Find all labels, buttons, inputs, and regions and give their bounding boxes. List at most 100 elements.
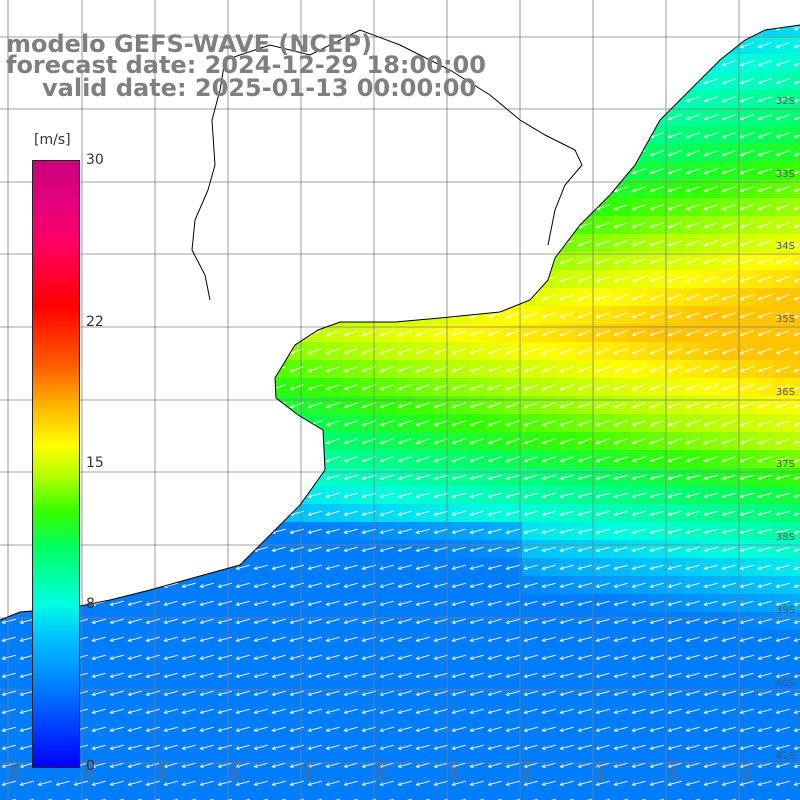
wind-arrow bbox=[631, 708, 646, 715]
wind-arrow bbox=[793, 78, 800, 85]
wind-arrow bbox=[775, 186, 790, 193]
wind-arrow bbox=[523, 546, 538, 553]
wind-arrow bbox=[1, 636, 16, 643]
latitude-label: 38S bbox=[776, 532, 795, 543]
wind-arrow bbox=[649, 186, 664, 193]
wind-arrow bbox=[667, 348, 682, 355]
wind-arrow bbox=[631, 780, 646, 787]
wind-arrow bbox=[775, 582, 790, 589]
wind-arrow bbox=[307, 528, 322, 535]
wind-arrow bbox=[775, 636, 790, 643]
wind-arrow bbox=[793, 150, 800, 157]
wind-arrow bbox=[739, 384, 754, 391]
wind-arrow bbox=[721, 564, 736, 571]
wind-arrow bbox=[271, 654, 286, 661]
longitude-labels: 60W 59W 58W 57W 56W 55W 54W 53W 52W 51W 50W bbox=[9, 760, 750, 780]
wind-cell bbox=[72, 792, 91, 800]
wind-arrow bbox=[613, 366, 628, 373]
wind-arrow bbox=[217, 672, 232, 679]
wind-cell bbox=[792, 792, 800, 800]
wind-arrow bbox=[1, 762, 16, 769]
wind-arrow bbox=[127, 780, 142, 787]
wind-arrow bbox=[685, 780, 700, 787]
wind-arrow bbox=[361, 384, 376, 391]
wind-arrow bbox=[685, 168, 700, 175]
wind-arrow bbox=[469, 474, 484, 481]
wind-arrow bbox=[757, 168, 772, 175]
wind-arrow bbox=[559, 276, 574, 283]
wind-arrow bbox=[757, 564, 772, 571]
wind-arrow bbox=[487, 456, 502, 463]
wind-arrow bbox=[199, 744, 214, 751]
wind-arrow bbox=[649, 528, 664, 535]
wind-arrow bbox=[289, 618, 304, 625]
wind-arrow bbox=[181, 762, 196, 769]
wind-arrow bbox=[181, 654, 196, 661]
wind-arrow bbox=[343, 456, 358, 463]
wind-arrow bbox=[775, 150, 790, 157]
wind-arrow bbox=[523, 744, 538, 751]
wind-arrow bbox=[775, 366, 790, 373]
wind-arrow bbox=[739, 114, 754, 121]
wind-arrow bbox=[631, 726, 646, 733]
wind-arrow bbox=[613, 330, 628, 337]
wind-arrow bbox=[793, 708, 800, 715]
wind-arrow bbox=[703, 582, 718, 589]
wind-arrow bbox=[613, 348, 628, 355]
wind-arrow bbox=[523, 420, 538, 427]
wind-arrow bbox=[487, 690, 502, 697]
wind-arrow bbox=[199, 780, 214, 787]
wind-arrow bbox=[217, 690, 232, 697]
wind-arrow bbox=[289, 726, 304, 733]
wind-arrow bbox=[703, 564, 718, 571]
wind-arrow bbox=[577, 258, 592, 265]
wind-arrow bbox=[793, 96, 800, 103]
wind-arrow bbox=[595, 348, 610, 355]
wind-arrow bbox=[433, 600, 448, 607]
wind-arrow bbox=[649, 762, 664, 769]
wind-arrow bbox=[631, 294, 646, 301]
wind-arrow bbox=[289, 708, 304, 715]
wind-arrow bbox=[361, 618, 376, 625]
wind-arrow bbox=[793, 114, 800, 121]
wind-arrow bbox=[523, 708, 538, 715]
wind-arrow bbox=[613, 294, 628, 301]
uruguay-brazil-border bbox=[224, 29, 583, 246]
wind-arrow bbox=[523, 600, 538, 607]
wind-arrow bbox=[703, 690, 718, 697]
wind-arrow bbox=[415, 636, 430, 643]
wind-arrow bbox=[361, 726, 376, 733]
wind-arrow bbox=[703, 636, 718, 643]
wind-arrow bbox=[451, 546, 466, 553]
wind-arrow bbox=[181, 672, 196, 679]
wind-arrow bbox=[487, 672, 502, 679]
wind-arrow bbox=[649, 258, 664, 265]
wind-arrow bbox=[649, 564, 664, 571]
wind-arrow bbox=[415, 726, 430, 733]
wind-arrow bbox=[739, 528, 754, 535]
wind-arrow bbox=[145, 744, 160, 751]
wind-arrow bbox=[307, 384, 322, 391]
wind-cell bbox=[288, 792, 307, 800]
wind-arrow bbox=[379, 726, 394, 733]
wind-arrow bbox=[361, 762, 376, 769]
wind-arrow bbox=[145, 780, 160, 787]
wind-arrow bbox=[523, 564, 538, 571]
wind-arrow bbox=[505, 366, 520, 373]
longitude-label: 55W bbox=[375, 760, 385, 780]
wind-arrow bbox=[433, 762, 448, 769]
wind-arrow bbox=[379, 492, 394, 499]
wind-arrow bbox=[415, 618, 430, 625]
wind-arrow bbox=[757, 186, 772, 193]
wind-arrow bbox=[451, 582, 466, 589]
wind-arrow bbox=[667, 330, 682, 337]
wind-arrow bbox=[523, 672, 538, 679]
wind-arrow bbox=[595, 762, 610, 769]
wind-arrow bbox=[271, 726, 286, 733]
wind-arrow bbox=[595, 528, 610, 535]
wind-arrow bbox=[325, 528, 340, 535]
wind-arrow bbox=[559, 726, 574, 733]
wind-arrow bbox=[775, 438, 790, 445]
wind-arrow bbox=[613, 240, 628, 247]
